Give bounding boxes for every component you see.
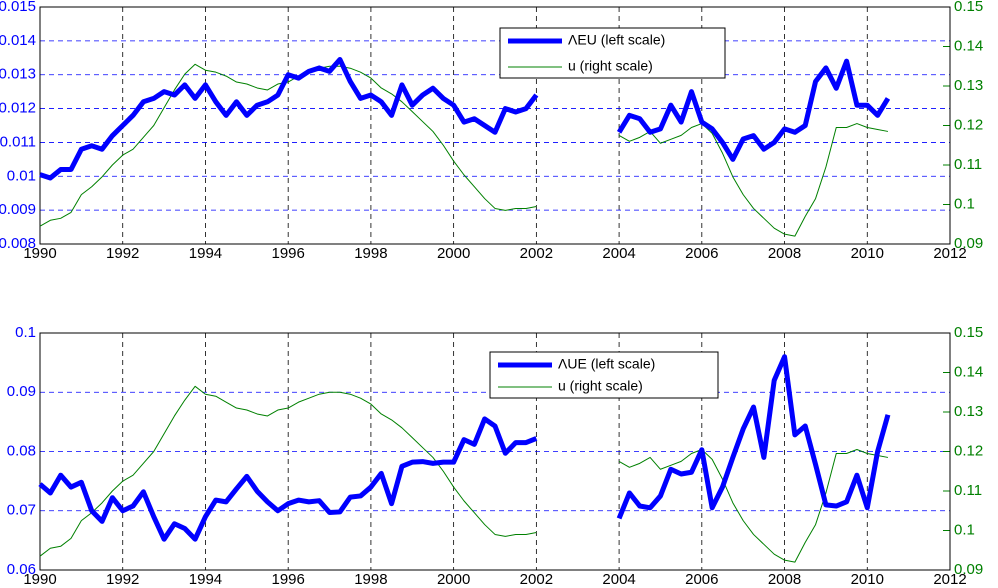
x-tick-label: 2008 — [768, 245, 801, 262]
legend-label: ΛEU (left scale) — [568, 32, 665, 48]
y2-tick-label: 0.11 — [954, 482, 982, 499]
x-tick-label: 2010 — [851, 245, 884, 262]
x-tick-label: 2006 — [685, 571, 718, 588]
x-tick-label: 2002 — [520, 245, 553, 262]
x-tick-label: 1998 — [354, 245, 387, 262]
y2-tick-label: 0.1 — [954, 195, 975, 212]
x-tick-label: 2000 — [437, 245, 470, 262]
x-tick-label: 1996 — [271, 245, 304, 262]
y-tick-label: 0.01 — [7, 167, 36, 184]
x-tick-label: 1990 — [23, 571, 56, 588]
x-tick-label: 1996 — [271, 571, 304, 588]
plot-frame — [39, 6, 951, 245]
y2-tick-label: 0.15 — [954, 0, 983, 15]
y2-tick-label: 0.11 — [954, 156, 982, 173]
y-tick-label: 0.015 — [0, 0, 36, 15]
y2-tick-label: 0.14 — [954, 37, 983, 54]
y2-tick-label: 0.12 — [954, 116, 983, 133]
y2-tick-label: 0.1 — [954, 521, 975, 538]
x-tick-label: 1994 — [189, 245, 222, 262]
y2-tick-label: 0.13 — [954, 403, 983, 420]
series-line — [39, 385, 889, 563]
y-tick-label: 0.07 — [7, 502, 36, 519]
y-tick-label: 0.014 — [0, 32, 36, 49]
legend-box — [499, 27, 726, 79]
x-tick-label: 2002 — [520, 571, 553, 588]
x-tick-label: 2012 — [933, 245, 966, 262]
legend-label: ΛUE (left scale) — [558, 356, 655, 372]
y-tick-label: 0.06 — [7, 561, 36, 578]
y-tick-label: 0.009 — [0, 201, 36, 218]
x-tick-label: 2010 — [851, 571, 884, 588]
plot-frame — [39, 332, 951, 571]
y-tick-label: 0.011 — [0, 133, 36, 150]
y2-tick-label: 0.09 — [954, 561, 983, 578]
x-tick-label: 2004 — [602, 245, 635, 262]
y-tick-label: 0.012 — [0, 100, 36, 117]
legend-label: u (right scale) — [558, 378, 643, 394]
y-tick-label: 0.008 — [0, 235, 36, 252]
x-tick-label: 1998 — [354, 571, 387, 588]
x-tick-label: 2006 — [685, 245, 718, 262]
legend-label: u (right scale) — [568, 58, 653, 74]
series-line — [39, 56, 891, 181]
y2-tick-label: 0.14 — [954, 363, 983, 380]
x-tick-label: 2008 — [768, 571, 801, 588]
y2-tick-label: 0.15 — [954, 324, 983, 341]
x-tick-label: 1992 — [106, 571, 139, 588]
x-tick-label: 2000 — [437, 571, 470, 588]
y-tick-label: 0.1 — [15, 324, 36, 341]
series-line — [39, 63, 889, 237]
y2-tick-label: 0.09 — [954, 235, 983, 252]
x-tick-label: 1990 — [23, 245, 56, 262]
y-tick-label: 0.09 — [7, 383, 36, 400]
y2-tick-label: 0.13 — [954, 77, 983, 94]
x-tick-label: 2004 — [602, 571, 635, 588]
x-tick-label: 1994 — [189, 571, 222, 588]
legend-box — [489, 351, 719, 399]
series-line — [38, 354, 891, 542]
x-tick-label: 2012 — [933, 571, 966, 588]
x-tick-label: 1992 — [106, 245, 139, 262]
y2-tick-label: 0.12 — [954, 442, 983, 459]
y-tick-label: 0.013 — [0, 66, 36, 83]
y-tick-label: 0.08 — [7, 442, 36, 459]
